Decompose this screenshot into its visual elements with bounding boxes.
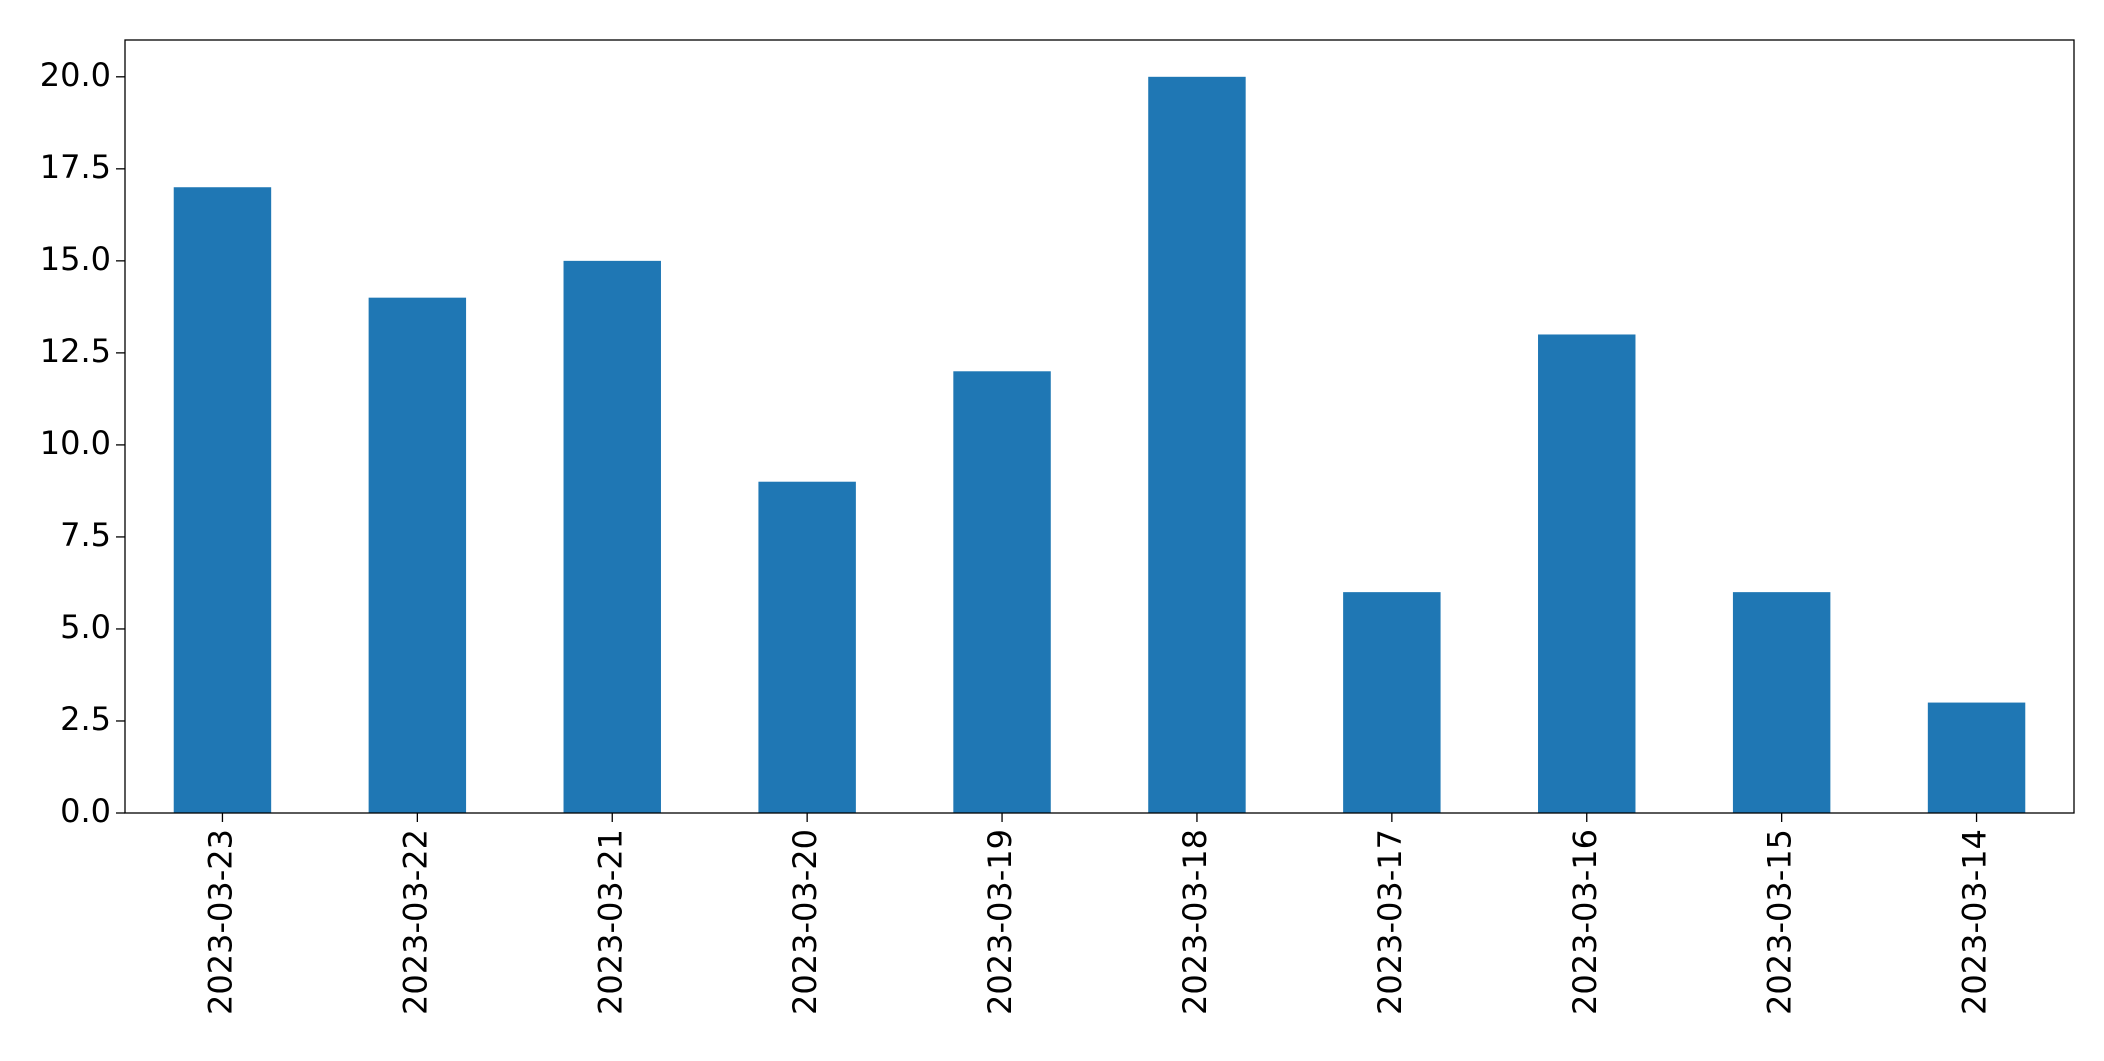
x-tick-label: 2023-03-16 — [1566, 829, 1604, 1015]
y-tick-label: 17.5 — [40, 148, 111, 186]
x-tick-label: 2023-03-20 — [786, 829, 824, 1015]
y-tick-label: 10.0 — [40, 424, 111, 462]
bar — [368, 297, 467, 814]
bar — [563, 260, 661, 813]
x-tick-label: 2023-03-15 — [1761, 829, 1799, 1015]
bar — [173, 187, 272, 813]
x-tick-label: 2023-03-19 — [981, 829, 1019, 1015]
plot-frame — [124, 39, 2075, 814]
bar — [1732, 592, 1831, 813]
x-tick-label: 2023-03-17 — [1371, 829, 1409, 1015]
x-tick-label: 2023-03-21 — [591, 829, 629, 1015]
bar — [953, 371, 1051, 813]
bar — [1538, 334, 1636, 813]
y-tick-label: 0.0 — [60, 792, 111, 830]
y-tick-label: 15.0 — [40, 240, 111, 278]
x-tick-label: 2023-03-18 — [1176, 829, 1214, 1015]
bar — [1148, 76, 1246, 814]
bar — [758, 481, 856, 813]
y-tick-label: 2.5 — [60, 700, 111, 738]
bar — [1927, 702, 2026, 813]
y-tick-label: 12.5 — [40, 332, 111, 370]
x-tick-label: 2023-03-14 — [1956, 829, 1994, 1015]
y-tick-label: 7.5 — [60, 516, 111, 554]
x-tick-label: 2023-03-22 — [396, 829, 434, 1015]
y-tick-label: 5.0 — [60, 608, 111, 646]
bar — [1343, 592, 1441, 813]
y-tick-label: 20.0 — [40, 56, 111, 94]
x-tick-label: 2023-03-23 — [201, 829, 239, 1015]
